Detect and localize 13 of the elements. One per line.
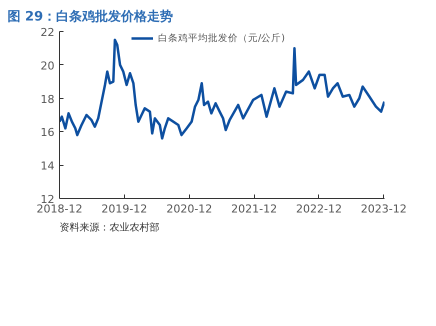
text: 资料来源：农业农村部 — [60, 222, 160, 234]
x-tick-label: 2019-12 — [101, 202, 148, 216]
y-tick-label: 14 — [40, 160, 55, 173]
x-tick-label: 2023-12 — [360, 202, 407, 216]
x-tick-label: 2021-12 — [231, 202, 278, 216]
x-tick-label: 2020-12 — [166, 202, 212, 216]
chart-title: 图 29：白条鸡批发价格走势 — [8, 8, 174, 24]
x-tick-label: 2022-12 — [296, 202, 342, 216]
y-tick-label: 22 — [40, 26, 55, 39]
y-tick-label: 18 — [40, 92, 55, 106]
y-tick-label: 20 — [40, 59, 55, 72]
legend-label: 白条鸡平均批发价（元/公斤) — [158, 32, 285, 44]
y-tick-label: 16 — [40, 126, 55, 140]
